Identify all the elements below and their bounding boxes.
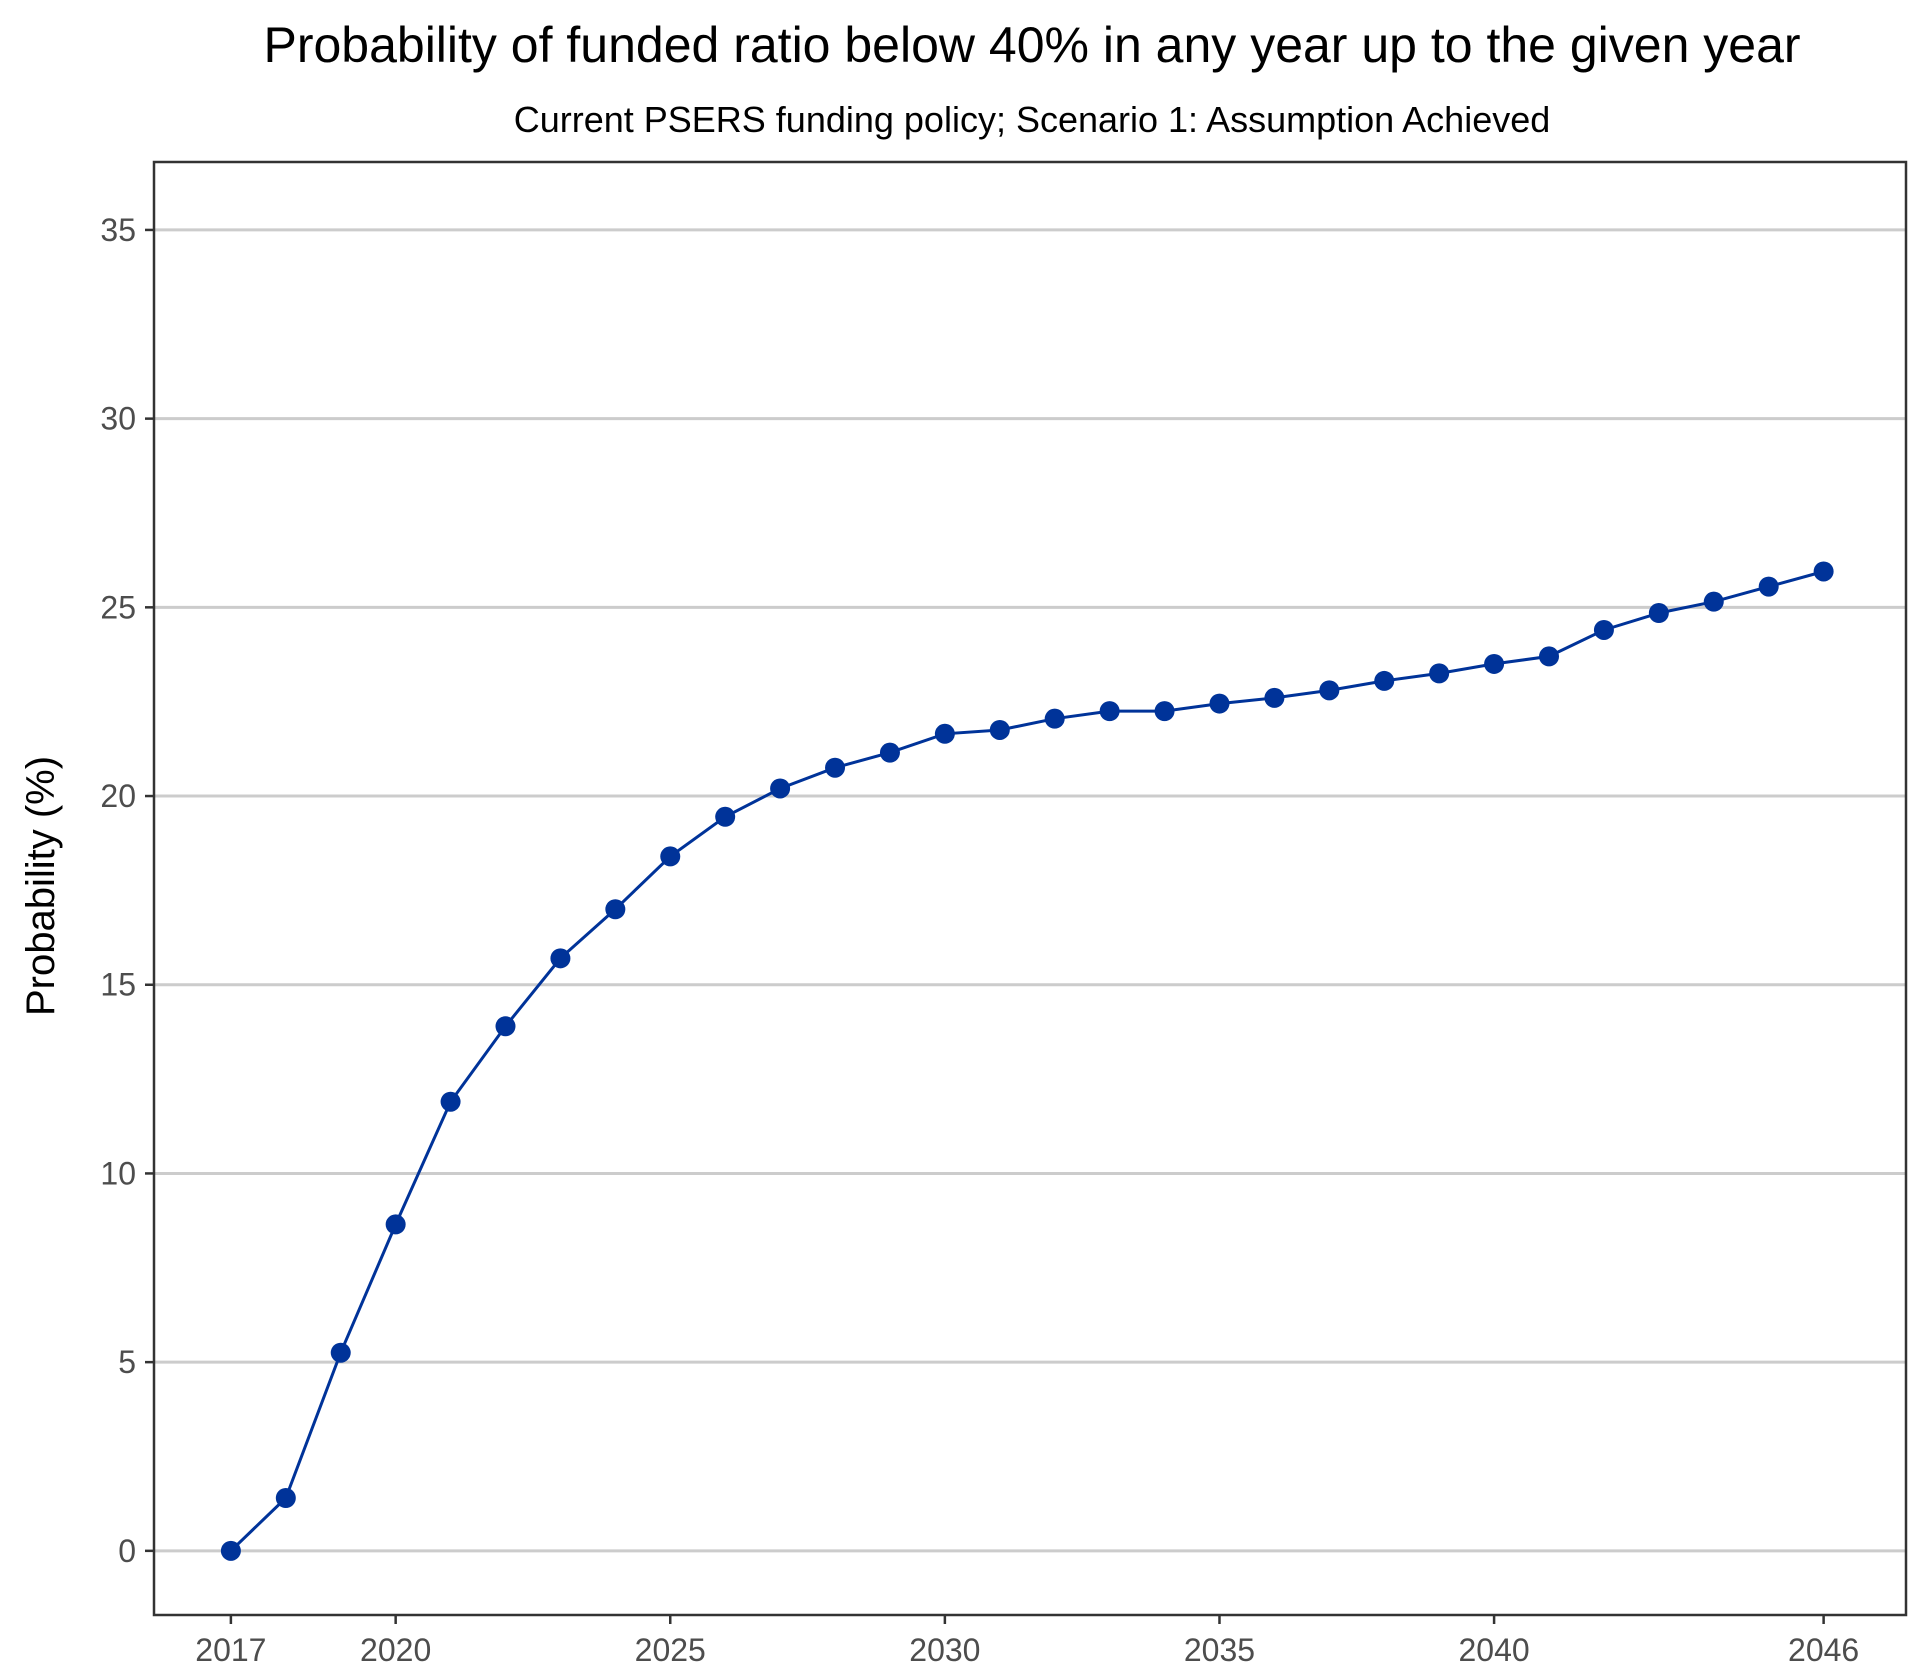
data-point	[1648, 602, 1669, 623]
data-point	[1044, 708, 1065, 729]
plot-panel-border	[152, 160, 1908, 1617]
data-point	[825, 757, 846, 778]
y-axis-title: Probability (%)	[19, 756, 63, 1016]
y-tick-label: 15	[100, 967, 136, 1003]
x-tick-label: 2046	[1788, 1632, 1859, 1668]
data-point	[1703, 591, 1724, 612]
data-point	[1154, 701, 1175, 722]
data-point	[715, 806, 736, 827]
data-point	[1264, 687, 1285, 708]
data-point	[550, 948, 571, 969]
y-axis: 0 5 10 15 20 25 30 35	[100, 212, 154, 1569]
x-axis: 2017 2020 2025 2030 2035 2040 2046	[195, 1615, 1859, 1668]
x-tick-label: 2040	[1458, 1632, 1529, 1668]
data-point	[220, 1540, 241, 1561]
x-tick-label: 2035	[1184, 1632, 1255, 1668]
y-tick-label: 10	[100, 1155, 136, 1191]
data-point	[440, 1091, 461, 1112]
data-point	[1758, 576, 1779, 597]
data-point	[1319, 680, 1340, 701]
data-point	[934, 723, 955, 744]
data-point	[275, 1488, 296, 1509]
series-line	[229, 570, 1824, 1552]
data-point	[1099, 701, 1120, 722]
x-tick-label: 2020	[360, 1632, 431, 1668]
y-tick-label: 5	[118, 1344, 136, 1380]
data-point	[660, 846, 681, 867]
data-point	[1484, 653, 1505, 674]
data-point	[1539, 646, 1560, 667]
data-point	[385, 1214, 406, 1235]
gridlines	[154, 228, 1906, 1553]
y-tick-label: 30	[100, 401, 136, 437]
data-point	[1813, 561, 1834, 582]
data-point	[330, 1342, 351, 1363]
y-tick-label: 0	[118, 1533, 136, 1569]
series-layer	[220, 561, 1834, 1561]
data-point	[1209, 693, 1230, 714]
x-tick-label: 2017	[195, 1632, 266, 1668]
data-point	[1429, 663, 1450, 684]
data-point	[770, 778, 791, 799]
chart-title: Probability of funded ratio below 40% in…	[263, 17, 1800, 73]
x-tick-label: 2030	[909, 1632, 980, 1668]
y-tick-label: 35	[100, 212, 136, 248]
data-point	[1374, 670, 1395, 691]
data-point	[1593, 619, 1614, 640]
data-point	[605, 899, 626, 920]
data-point	[495, 1016, 516, 1037]
x-tick-label: 2025	[635, 1632, 706, 1668]
y-tick-label: 25	[100, 589, 136, 625]
data-point	[879, 742, 900, 763]
data-point	[989, 719, 1010, 740]
chart-subtitle: Current PSERS funding policy; Scenario 1…	[514, 99, 1551, 140]
y-tick-label: 20	[100, 778, 136, 814]
